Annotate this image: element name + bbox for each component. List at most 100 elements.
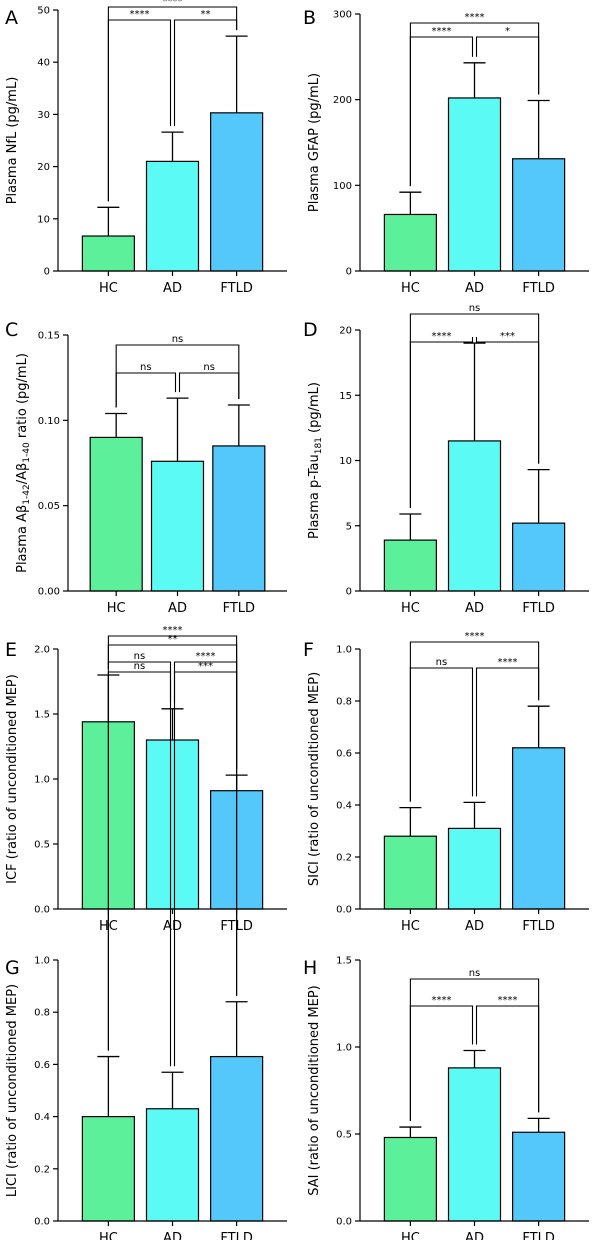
y-tick-label: 10 — [37, 214, 50, 225]
panel-letter: G — [5, 957, 20, 979]
panel-h: H 0.0 0.5 1.0 1.5 HC AD FTLD SAI (ratio of uncon… — [303, 956, 589, 1240]
bar-ad — [447, 440, 502, 592]
error-bar-ad — [166, 397, 189, 462]
y-tick-label: 0.0 — [336, 905, 352, 916]
error-bar-ftld — [225, 1001, 248, 1057]
y-tick-label: 5 — [346, 521, 352, 532]
bar-ftld — [512, 747, 566, 910]
significance-brackets: **** ***** — [409, 12, 540, 187]
bar-ftld — [212, 445, 266, 592]
panel-d: D 0 5 10 15 20 HC AD FTLD Plasma p-Tau181 (pg/mL)… — [303, 303, 589, 616]
significance-label: ns — [140, 362, 152, 373]
bar-ad — [447, 827, 502, 910]
y-tick-label: 1.5 — [336, 956, 352, 967]
panel-f: F 0.0 0.2 0.4 0.6 0.8 1.0 HC AD FTLD SICI (ratio o… — [303, 631, 589, 934]
y-tick-label: 200 — [333, 95, 352, 106]
x-tick-label: FTLD — [220, 1231, 252, 1240]
x-tick-label: FTLD — [522, 601, 554, 616]
x-tick-label: AD — [465, 281, 484, 296]
y-axis-label-part: ratio (pg/mL) — [15, 353, 30, 442]
significance-label: **** — [196, 651, 216, 662]
significance-brackets: **** **** ns — [409, 968, 540, 1122]
error-bar-ftld — [527, 705, 550, 748]
y-axis-label: ICF (ratio of unconditioned MEP) — [5, 674, 20, 884]
y-tick-label: 50 — [37, 6, 50, 17]
significance-brackets: **** ****** — [107, 0, 238, 202]
y-tick-label: 0.6 — [34, 1060, 50, 1071]
significance-brackets: **** ***ns — [409, 303, 540, 509]
x-tick-label: FTLD — [220, 281, 252, 296]
y-axis-label-part: /A — [15, 471, 30, 484]
bar-hc — [383, 1136, 437, 1222]
error-bar-ftld — [527, 1117, 550, 1133]
x-tick-label: HC — [99, 1231, 118, 1240]
significance-label: **** — [465, 12, 485, 23]
x-tick-label: HC — [99, 281, 118, 296]
y-tick-label: 1.0 — [34, 775, 50, 786]
bar-ad — [447, 97, 502, 272]
significance-label: ns — [436, 657, 448, 668]
significance-brackets: ns ns ns — [115, 334, 240, 408]
x-tick-label: AD — [465, 601, 484, 616]
error-bar-hc — [399, 806, 422, 837]
significance-label: *** — [500, 331, 515, 342]
bar-hc — [383, 539, 437, 592]
bar-hc — [89, 436, 143, 592]
significance-label: **** — [163, 625, 183, 636]
panel-letter: F — [303, 639, 314, 661]
significance-brackets: ns **** **** — [409, 631, 540, 802]
y-tick-label: 0.2 — [34, 1164, 50, 1175]
y-tick-label: 300 — [333, 10, 352, 21]
y-tick-label: 0 — [346, 267, 352, 278]
x-tick-label: HC — [401, 601, 420, 616]
y-axis-label-part: β — [15, 505, 30, 513]
significance-bracket — [409, 978, 540, 1122]
y-tick-label: 0.0 — [34, 1217, 50, 1228]
x-tick-label: HC — [401, 281, 420, 296]
significance-bracket — [409, 641, 540, 802]
panel-letter: C — [5, 319, 18, 341]
error-bar-hc — [399, 191, 422, 215]
panel-a: A 0 10 20 30 40 50 HC AD FTLD Plasma NfL (pg/mL) **… — [5, 0, 287, 296]
error-bar-ad — [161, 1071, 184, 1109]
significance-label: * — [505, 26, 510, 37]
significance-label: ns — [134, 651, 146, 662]
y-tick-label: 1.0 — [34, 956, 50, 967]
y-tick-label: 0 — [346, 587, 352, 598]
y-axis-label: Plasma Aβ1-42/Aβ1-40 ratio (pg/mL) — [15, 353, 32, 573]
x-tick-label: AD — [465, 1231, 484, 1240]
significance-bracket — [115, 344, 240, 408]
y-axis-label-part: (pg/mL) — [307, 382, 322, 437]
error-bar-ad — [463, 801, 486, 829]
y-tick-label: 20 — [37, 162, 50, 173]
y-tick-label: 0.8 — [34, 1008, 50, 1019]
x-tick-label: AD — [465, 919, 484, 934]
y-tick-label: 0.5 — [336, 1130, 352, 1141]
y-tick-label: 0.6 — [336, 749, 352, 760]
significance-bracket — [475, 36, 540, 95]
significance-label: ns — [469, 968, 481, 979]
bar-ftld — [512, 158, 566, 272]
x-tick-label: FTLD — [522, 281, 554, 296]
y-axis-label-part: 1-40 — [22, 442, 32, 463]
significance-label: **** — [431, 331, 451, 342]
y-axis-label: Plasma NfL (pg/mL) — [5, 77, 20, 205]
significance-label: ns — [469, 303, 481, 314]
y-axis-label-part: 1-42 — [22, 484, 32, 504]
y-axis-label-part: Plasma A — [15, 513, 30, 573]
significance-bracket — [409, 22, 540, 187]
error-bar-hc — [399, 513, 422, 541]
y-axis-label: SICI (ratio of unconditioned MEP) — [307, 672, 322, 886]
y-tick-label: 0.8 — [336, 697, 352, 708]
panel-g: G 0.0 0.2 0.4 0.6 0.8 1.0 HC AD FTLD LICI (ratio o… — [5, 634, 287, 1240]
x-tick-label: HC — [401, 1231, 420, 1240]
error-bar-ad — [463, 342, 486, 441]
error-bar-ad — [161, 131, 184, 162]
significance-label: **** — [431, 995, 451, 1006]
error-bar-ftld — [225, 35, 248, 113]
significance-label: **** — [498, 657, 518, 668]
y-axis-label: LICI (ratio of unconditioned MEP) — [5, 984, 20, 1197]
bar-ftld — [512, 522, 566, 592]
panel-letter: H — [303, 957, 317, 979]
